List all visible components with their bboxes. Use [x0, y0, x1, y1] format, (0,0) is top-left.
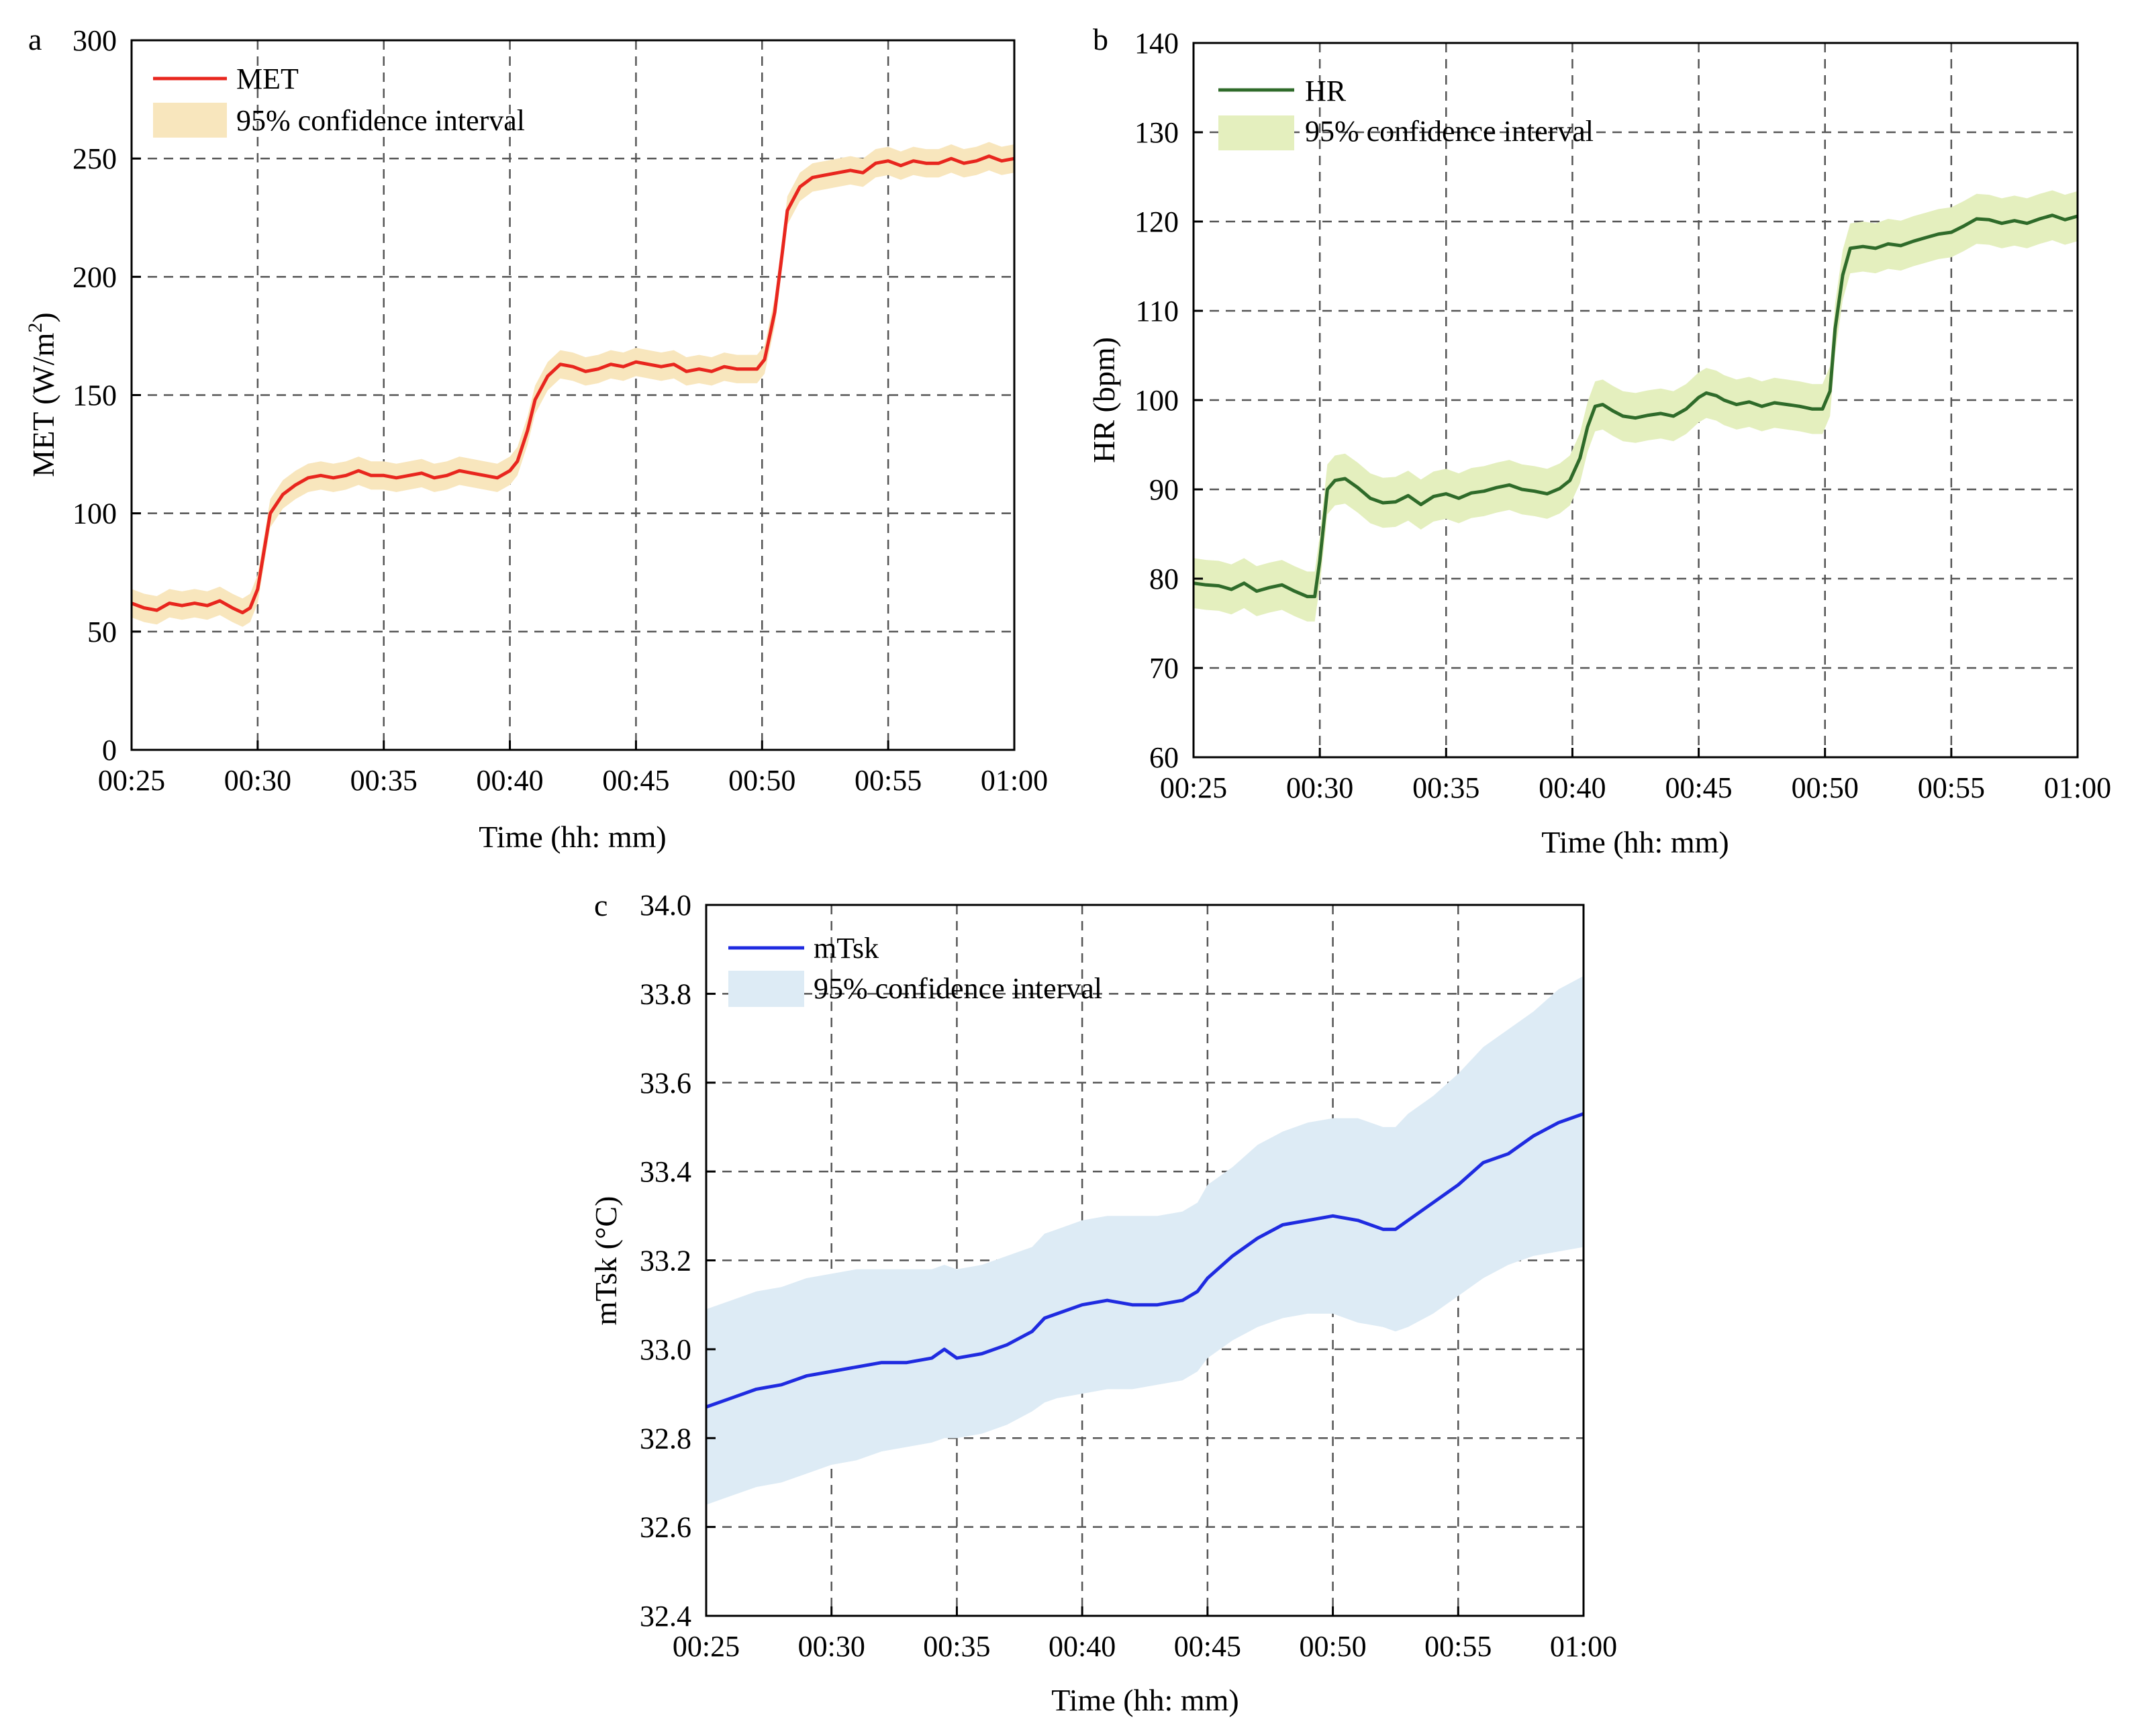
x-tick-label: 00:55 — [1424, 1630, 1492, 1663]
y-tick-label: 150 — [72, 379, 117, 412]
panel-c-x-axis-label: Time (hh: mm) — [1051, 1683, 1238, 1717]
panel-c-legend-line-label: mTsk — [814, 932, 879, 965]
x-tick-label: 00:50 — [1792, 771, 1859, 804]
x-tick-label: 00:50 — [728, 764, 795, 797]
panel-c-mtsk-series — [706, 1112, 1584, 1409]
y-tick-label: 60 — [1149, 741, 1179, 774]
x-tick-label: 01:00 — [1550, 1630, 1617, 1663]
x-tick-label: 00:35 — [923, 1630, 990, 1663]
panel-c-legend-band-swatch — [728, 971, 804, 1007]
x-tick-label: 00:40 — [1539, 771, 1606, 804]
panel-a-letter: a — [28, 22, 42, 56]
panel-b-hr-series — [1193, 213, 2078, 599]
panel-a-y-ticks: 0 50 100 150 200 250 300 — [72, 24, 141, 767]
y-tick-label: 32.4 — [640, 1600, 691, 1633]
b-series-line — [1193, 213, 2078, 599]
panel-c-confidence-band — [706, 975, 1584, 1505]
c-series-line — [706, 1112, 1584, 1409]
y-tick-label: 110 — [1136, 295, 1179, 328]
panel-c-x-ticks: 00:25 00:30 00:35 00:40 00:45 00:50 00:55 01:00 — [673, 1606, 1617, 1663]
x-tick-label: 00:55 — [1918, 771, 1985, 804]
y-tick-label: 32.6 — [640, 1511, 691, 1544]
x-tick-label: 00:45 — [602, 764, 669, 797]
x-tick-label: 01:00 — [981, 764, 1048, 797]
y-tick-label: 33.2 — [640, 1245, 691, 1277]
a-series-line — [131, 154, 1015, 615]
y-tick-label: 33.0 — [640, 1333, 691, 1366]
y-tick-label: 33.6 — [640, 1067, 691, 1100]
panel-a-y-axis-label: MET (W/m2) — [24, 312, 60, 477]
panel-c-legend-band-label: 95% confidence interval — [814, 972, 1102, 1005]
panel-b-letter: b — [1093, 22, 1108, 56]
panel-a-met-chart: a 0 50 100 150 200 250 300 00:25 00:30 00:35 00:4… — [24, 22, 1048, 854]
y-tick-label: 100 — [1134, 384, 1179, 417]
y-tick-label: 140 — [1134, 27, 1179, 60]
panel-b-legend-band-label: 95% confidence interval — [1305, 115, 1594, 148]
x-tick-label: 01:00 — [2044, 771, 2111, 804]
panel-b-legend: HR 95% confidence interval — [1218, 75, 1594, 150]
x-tick-label: 00:35 — [350, 764, 418, 797]
x-tick-label: 00:30 — [1286, 771, 1353, 804]
panel-a-legend-band-label: 95% confidence interval — [236, 104, 525, 137]
panel-b-y-axis-label: HR (bpm) — [1087, 337, 1121, 463]
panel-a-met-series — [131, 154, 1015, 615]
panel-c-y-axis-label: mTsk (°C) — [589, 1196, 623, 1326]
y-tick-label: 34.0 — [640, 889, 691, 922]
x-tick-label: 00:55 — [855, 764, 922, 797]
panel-c-mtsk-chart: c 32.4 32.6 32.8 33.0 33.2 33.4 33.6 33.8 34.0 0… — [589, 888, 1617, 1717]
panel-c-y-ticks: 32.4 32.6 32.8 33.0 33.2 33.4 33.6 33.8 34.0 — [640, 889, 716, 1633]
panel-b-x-axis-label: Time (hh: mm) — [1541, 825, 1729, 859]
y-tick-label: 200 — [72, 260, 117, 293]
y-tick-label: 300 — [72, 24, 117, 57]
x-tick-label: 00:40 — [1049, 1630, 1116, 1663]
x-tick-label: 00:45 — [1174, 1630, 1241, 1663]
y-tick-label: 32.8 — [640, 1422, 691, 1455]
x-tick-label: 00:50 — [1299, 1630, 1366, 1663]
panel-c-legend: mTsk 95% confidence interval — [728, 932, 1102, 1007]
x-tick-label: 00:25 — [673, 1630, 740, 1663]
panel-b-y-ticks: 60 70 80 90 100 110 120 130 140 — [1134, 27, 1203, 774]
c-ci-band — [706, 975, 1584, 1505]
y-tick-label: 50 — [87, 616, 117, 648]
panel-b-legend-band-swatch — [1218, 115, 1294, 150]
panel-b-legend-line-label: HR — [1305, 75, 1347, 107]
panel-a-x-ticks: 00:25 00:30 00:35 00:40 00:45 00:50 00:55 01:00 — [98, 740, 1048, 797]
x-tick-label: 00:40 — [476, 764, 543, 797]
x-tick-label: 00:30 — [224, 764, 291, 797]
y-tick-label: 120 — [1134, 205, 1179, 238]
b-ci-band — [1194, 190, 2078, 622]
y-tick-label: 130 — [1134, 116, 1179, 149]
panel-a-legend-line-label: MET — [236, 62, 299, 95]
panel-a-legend: MET 95% confidence interval — [153, 62, 525, 138]
panel-a-x-axis-label: Time (hh: mm) — [479, 820, 666, 854]
y-tick-label: 100 — [72, 497, 117, 530]
y-tick-label: 80 — [1149, 563, 1179, 595]
panel-a-legend-band-swatch — [153, 103, 227, 138]
panel-a-grid — [132, 40, 1014, 750]
y-tick-label: 90 — [1149, 473, 1179, 506]
x-tick-label: 00:30 — [798, 1630, 865, 1663]
y-tick-label: 33.4 — [640, 1155, 691, 1188]
x-tick-label: 00:45 — [1665, 771, 1732, 804]
x-tick-label: 00:25 — [98, 764, 165, 797]
panel-b-x-ticks: 00:25 00:30 00:35 00:40 00:45 00:50 00:55 01:00 — [1160, 748, 2111, 804]
y-tick-label: 33.8 — [640, 977, 691, 1010]
panel-b-hr-chart: b 60 70 80 90 100 110 120 130 140 00:25 00:30 00:3… — [1087, 22, 2111, 859]
y-tick-label: 0 — [102, 734, 117, 767]
x-tick-label: 00:25 — [1160, 771, 1227, 804]
y-tick-label: 70 — [1149, 652, 1179, 685]
y-tick-label: 250 — [72, 142, 117, 175]
panel-b-confidence-band — [1194, 190, 2078, 622]
x-tick-label: 00:35 — [1412, 771, 1479, 804]
panel-c-letter: c — [594, 888, 608, 922]
